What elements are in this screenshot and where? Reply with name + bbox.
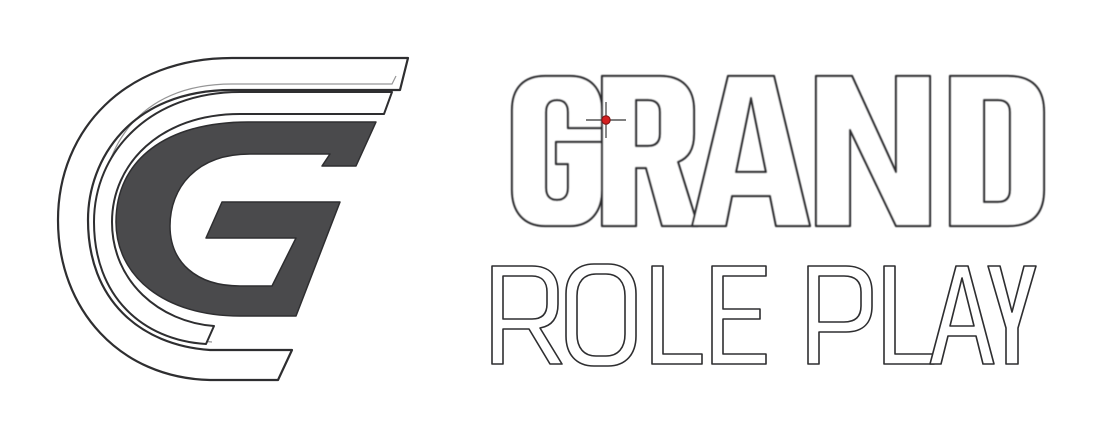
emblem-middle-arc <box>93 91 393 345</box>
crosshair-cursor-icon <box>586 102 626 138</box>
role-play-wordmark <box>491 263 1037 367</box>
letter-a-play <box>929 265 995 365</box>
letter-r-grand <box>600 74 700 228</box>
letter-p-play <box>807 265 873 365</box>
letter-y-play <box>987 265 1037 365</box>
grand-wordmark <box>510 74 1046 228</box>
letter-o-role <box>565 263 637 367</box>
g-emblem-icon <box>56 56 410 382</box>
letter-g-grand <box>510 74 604 228</box>
letter-l-play <box>883 265 935 365</box>
letter-l-role <box>651 265 703 365</box>
emblem-solid-g <box>115 121 377 317</box>
emblem-outer-arc <box>56 56 410 382</box>
letter-n-grand <box>814 74 932 228</box>
letter-a-grand <box>690 74 812 228</box>
letter-r-role <box>491 265 563 365</box>
letter-d-grand <box>948 74 1046 228</box>
letter-e-role <box>711 265 767 365</box>
